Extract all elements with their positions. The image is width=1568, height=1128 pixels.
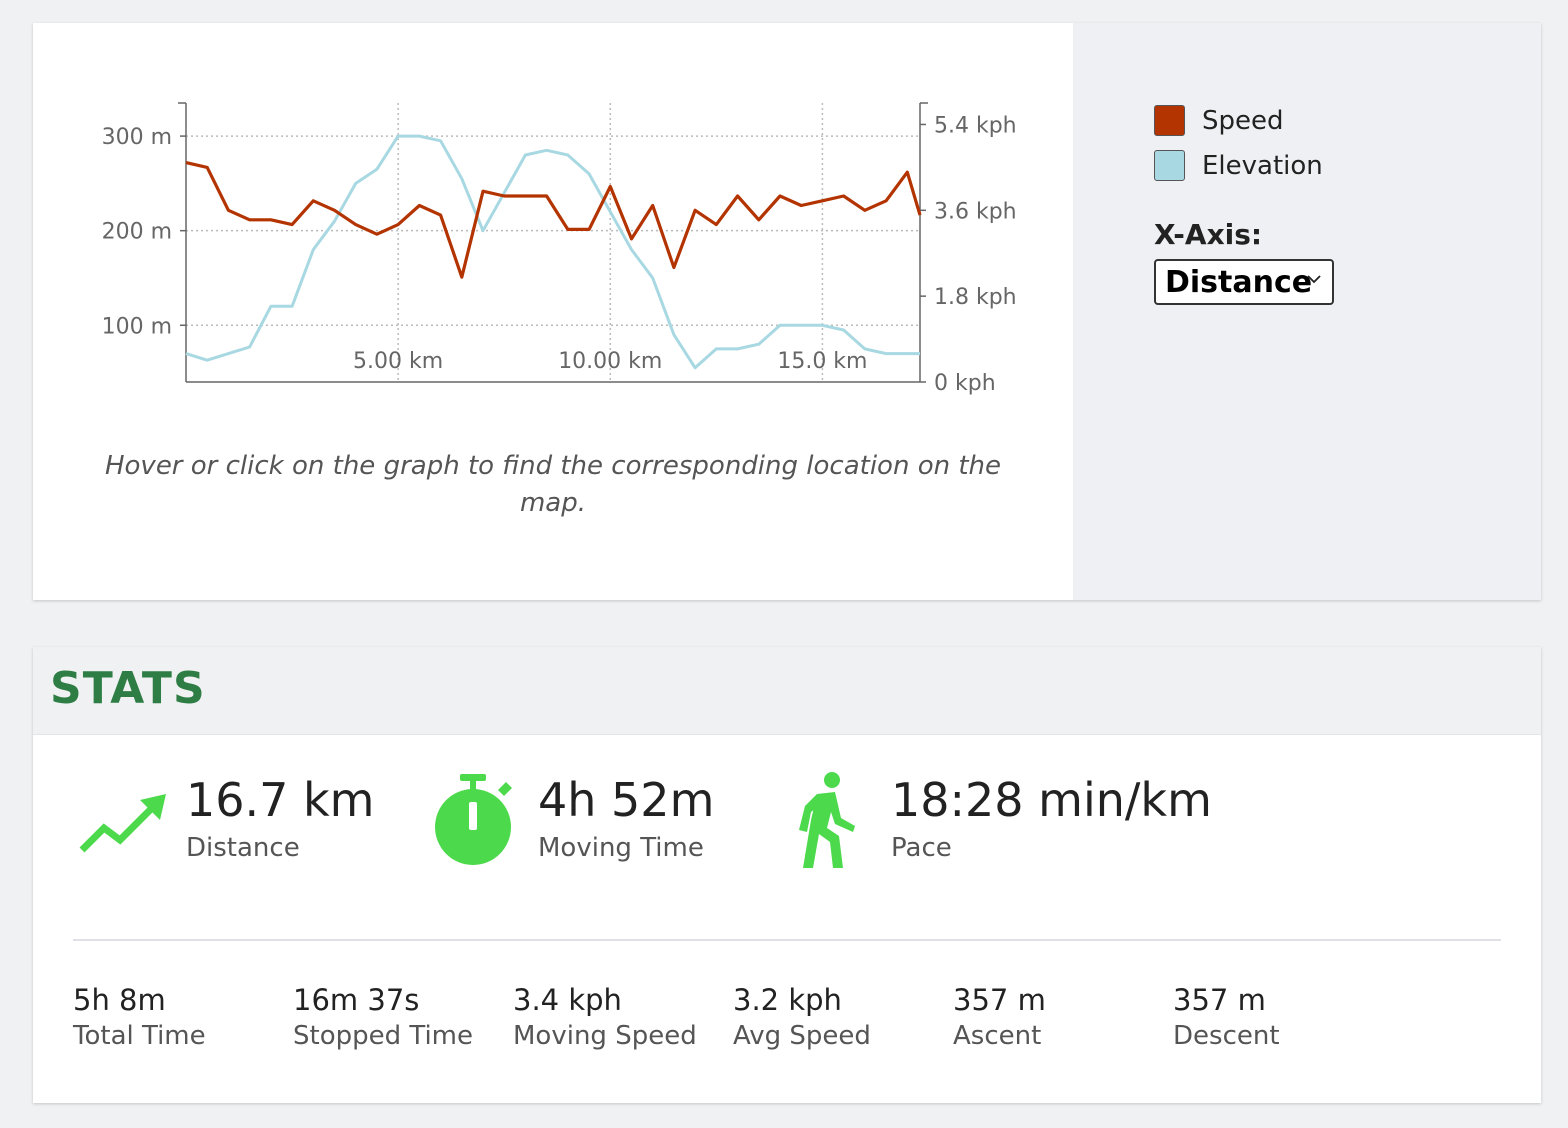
stopwatch-icon — [430, 772, 526, 868]
stats-title: STATS — [50, 663, 206, 714]
ascent-value: 357 m — [953, 983, 1046, 1017]
x-tick-label-0: 5.00 km — [353, 349, 443, 374]
legend-label-elevation: Elevation — [1202, 150, 1323, 181]
y-right-tick-label-2: 1.8 kph — [934, 285, 1017, 310]
descent-label: Descent — [1173, 1021, 1280, 1051]
y-right-tick-label-0: 5.4 kph — [934, 113, 1017, 138]
xaxis-selected-value: Distance — [1165, 264, 1313, 300]
descent-value: 357 m — [1173, 983, 1266, 1017]
trending-up-icon — [78, 772, 174, 868]
pace-value: 18:28 min/km — [891, 773, 1212, 827]
pace-label: Pace — [891, 833, 952, 863]
xaxis-label: X-Axis: — [1154, 218, 1263, 251]
total-time-value: 5h 8m — [73, 983, 166, 1017]
elevation-speed-card: 300 m 200 m 100 m 5.4 kph 3.6 kph 1.8 kph 0 kp… — [33, 23, 1541, 600]
distance-label: Distance — [186, 833, 300, 863]
y-left-tick-label-0: 300 m — [102, 125, 172, 150]
elevation-speed-chart[interactable]: 300 m 200 m 100 m 5.4 kph 3.6 kph 1.8 kph 0 kp… — [33, 23, 1073, 443]
chart-controls: Speed Elevation X-Axis: Distance — [1073, 23, 1541, 600]
series-line-speed — [185, 161, 922, 279]
moving-time-label: Moving Time — [538, 833, 704, 863]
legend-item-speed[interactable]: Speed — [1154, 105, 1284, 136]
moving-speed-label: Moving Speed — [513, 1021, 697, 1051]
y-right-tick-label-1: 3.6 kph — [934, 199, 1017, 224]
total-time-label: Total Time — [73, 1021, 206, 1051]
y-left-tick-label-2: 100 m — [102, 314, 172, 339]
legend-swatch-elevation — [1154, 150, 1185, 181]
moving-time-value: 4h 52m — [538, 773, 715, 827]
xaxis-select[interactable]: Distance — [1154, 259, 1334, 305]
chart-area[interactable]: 300 m 200 m 100 m 5.4 kph 3.6 kph 1.8 kph 0 kp… — [33, 23, 1073, 600]
stat-total-time: 5h 8m Total Time — [73, 982, 206, 1054]
stat-descent: 357 m Descent — [1173, 982, 1280, 1054]
stat-pace: 18:28 min/km Pace — [783, 772, 1212, 868]
distance-value: 16.7 km — [186, 773, 375, 827]
chart-hint: Hover or click on the graph to find the … — [104, 451, 1002, 518]
avg-speed-label: Avg Speed — [733, 1021, 871, 1051]
stat-distance: 16.7 km Distance — [78, 772, 375, 868]
x-tick-label-1: 10.00 km — [558, 349, 662, 374]
stat-stopped-time: 16m 37s Stopped Time — [293, 982, 473, 1054]
stat-avg-speed: 3.2 kph Avg Speed — [733, 982, 871, 1054]
stopped-time-value: 16m 37s — [293, 983, 420, 1017]
stats-divider — [73, 939, 1501, 941]
legend-swatch-speed — [1154, 105, 1185, 136]
stats-card: STATS 16.7 km Distance 4h 52m Moving — [33, 647, 1541, 1103]
y-left-tick-label-1: 200 m — [102, 220, 172, 245]
walking-person-icon — [783, 772, 879, 868]
avg-speed-value: 3.2 kph — [733, 983, 842, 1017]
x-tick-label-2: 15.0 km — [777, 349, 867, 374]
chevron-down-icon — [1307, 275, 1321, 284]
y-right-tick-label-3: 0 kph — [934, 371, 996, 396]
stopped-time-label: Stopped Time — [293, 1021, 474, 1051]
moving-speed-value: 3.4 kph — [513, 983, 622, 1017]
stat-moving-time: 4h 52m Moving Time — [430, 772, 714, 868]
legend-item-elevation[interactable]: Elevation — [1154, 150, 1323, 181]
legend-label-speed: Speed — [1202, 105, 1284, 136]
stat-ascent: 357 m Ascent — [953, 982, 1046, 1054]
ascent-label: Ascent — [953, 1021, 1042, 1051]
stat-moving-speed: 3.4 kph Moving Speed — [513, 982, 697, 1054]
stats-header: STATS — [33, 647, 1541, 735]
series-line-elevation — [185, 134, 920, 370]
